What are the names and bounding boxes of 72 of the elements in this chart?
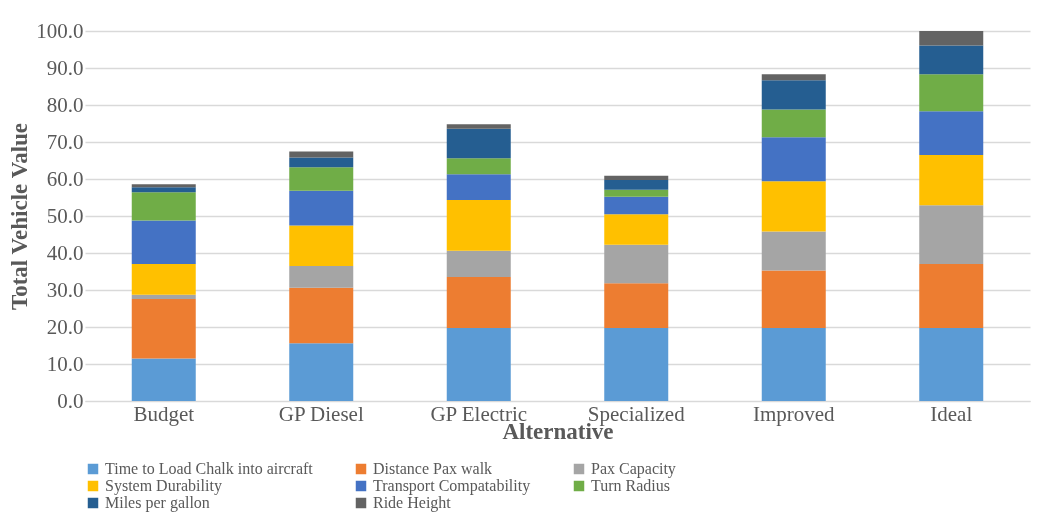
bar bbox=[919, 74, 984, 112]
y-tick-label: 30.0 bbox=[46, 277, 84, 302]
bar bbox=[919, 111, 984, 155]
y-tick-label: 50.0 bbox=[46, 203, 84, 228]
bar bbox=[446, 277, 511, 329]
bar bbox=[604, 283, 669, 329]
x-tick-label: GP Diesel bbox=[278, 401, 364, 426]
bar bbox=[761, 137, 826, 182]
bar bbox=[131, 187, 196, 193]
legend-label: Distance Pax walk bbox=[373, 460, 493, 477]
y-tick-label: 0.0 bbox=[57, 388, 84, 413]
bar bbox=[446, 328, 511, 401]
legend-label: Transport Compatability bbox=[373, 477, 531, 495]
bar bbox=[131, 220, 196, 265]
y-tick-label: 100.0 bbox=[36, 18, 84, 43]
bar bbox=[131, 192, 196, 221]
bar bbox=[761, 74, 826, 81]
bar bbox=[289, 190, 354, 226]
bar bbox=[289, 225, 354, 266]
bar bbox=[919, 45, 984, 75]
legend-label: Time to Load Chalk into aircraft bbox=[105, 460, 314, 477]
bar bbox=[446, 174, 511, 201]
bar bbox=[919, 154, 984, 206]
bar bbox=[604, 175, 669, 181]
bar bbox=[446, 128, 511, 159]
y-tick-label: 70.0 bbox=[46, 129, 84, 154]
bar bbox=[919, 31, 984, 46]
y-axis-title: Total Vehicle Value bbox=[7, 122, 33, 311]
bar bbox=[919, 328, 984, 401]
x-tick-label: Ideal bbox=[930, 401, 973, 426]
bar bbox=[131, 358, 196, 401]
legend-label: Miles per gallon bbox=[105, 494, 210, 512]
bar bbox=[289, 151, 354, 158]
bar bbox=[919, 264, 984, 329]
y-tick-label: 40.0 bbox=[46, 240, 84, 265]
bar bbox=[761, 328, 826, 401]
bar bbox=[604, 244, 669, 284]
x-tick-label: Budget bbox=[133, 401, 195, 426]
bar bbox=[289, 157, 354, 168]
y-tick-label: 20.0 bbox=[46, 314, 84, 339]
y-tick-label: 90.0 bbox=[46, 55, 84, 80]
legend-label: Ride Height bbox=[373, 494, 452, 512]
legend-label: Turn Radius bbox=[591, 477, 670, 494]
bar bbox=[289, 287, 354, 344]
bar bbox=[604, 180, 669, 190]
bar bbox=[446, 158, 511, 175]
bar bbox=[604, 196, 669, 215]
bar bbox=[131, 294, 196, 299]
bar bbox=[761, 80, 826, 110]
bar bbox=[131, 298, 196, 359]
bar bbox=[289, 167, 354, 191]
y-tick-label: 80.0 bbox=[46, 92, 84, 117]
bar bbox=[289, 265, 354, 288]
x-tick-label: Improved bbox=[752, 401, 836, 426]
bar bbox=[761, 270, 826, 329]
bar bbox=[289, 343, 354, 401]
bar bbox=[131, 264, 196, 295]
bar bbox=[604, 189, 669, 197]
y-tick-label: 60.0 bbox=[46, 166, 84, 191]
bar bbox=[761, 109, 826, 138]
y-tick-label: 10.0 bbox=[46, 351, 84, 376]
bar bbox=[761, 231, 826, 271]
bar bbox=[446, 124, 511, 129]
bar bbox=[446, 200, 511, 251]
legend-label: Pax Capacity bbox=[591, 460, 676, 478]
bar bbox=[761, 181, 826, 232]
bar bbox=[131, 184, 196, 188]
legend-label: System Durability bbox=[105, 477, 222, 495]
bar bbox=[604, 214, 669, 245]
bar bbox=[604, 328, 669, 401]
bar bbox=[446, 250, 511, 278]
bar bbox=[919, 205, 984, 265]
